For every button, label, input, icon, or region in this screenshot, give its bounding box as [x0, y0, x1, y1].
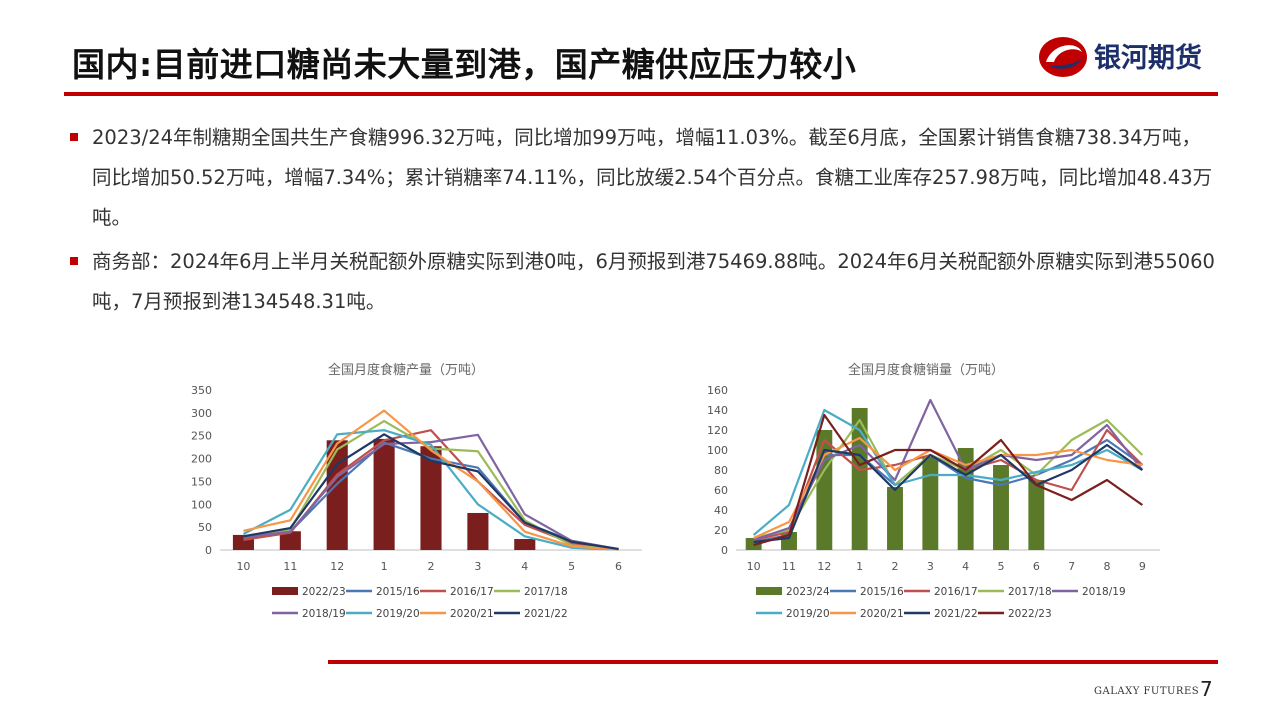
y-tick-label: 350 [191, 384, 212, 397]
x-tick-label: 12 [817, 560, 831, 573]
bar-2023/24-1 [851, 408, 868, 550]
legend-label: 2021/22 [934, 608, 978, 620]
x-tick-label: 3 [927, 560, 934, 573]
x-tick-label: 2 [892, 560, 899, 573]
x-tick-label: 5 [568, 560, 575, 573]
bar-2022/23-12 [326, 440, 348, 550]
production-chart-title: 全国月度食糖产量（万吨） [328, 363, 485, 378]
y-tick-label: 300 [191, 407, 212, 420]
x-tick-label: 4 [521, 560, 528, 573]
logo-text: 银河期货 [1094, 43, 1202, 74]
bullet-item: 商务部：2024年6月上半月关税配额外原糖实际到港0吨，6月预报到港75469.… [70, 242, 1220, 322]
y-tick-label: 80 [714, 464, 728, 477]
y-tick-label: 140 [707, 404, 728, 417]
bar-2022/23-4 [514, 539, 536, 550]
sales-chart-title: 全国月度食糖销量（万吨） [848, 363, 1005, 378]
legend-label: 2017/18 [1008, 586, 1052, 598]
line-2018/19 [753, 398, 1144, 542]
legend-label: 2023/24 [786, 586, 830, 598]
y-tick-label: 250 [191, 430, 212, 443]
line-2021/22 [243, 433, 619, 551]
line-2018/19 [243, 433, 619, 551]
x-tick-label: 4 [962, 560, 969, 573]
legend-label: 2015/16 [376, 586, 420, 598]
line-2019/20 [242, 429, 619, 551]
legend-label: 2022/23 [302, 586, 346, 598]
x-tick-label: 6 [615, 560, 622, 573]
footer-company-name: GALAXY FUTURES [1094, 686, 1200, 697]
legend-label: 2015/16 [860, 586, 904, 598]
x-tick-label: 11 [283, 560, 297, 573]
legend-swatch [756, 587, 782, 595]
x-tick-label: 12 [330, 560, 344, 573]
legend-label: 2021/22 [524, 608, 568, 620]
legend-label: 2018/19 [1082, 586, 1126, 598]
legend-label: 2016/17 [934, 586, 978, 598]
line-2020/21 [753, 436, 1143, 540]
x-tick-label: 6 [1033, 560, 1040, 573]
bullet-square-icon [70, 257, 78, 265]
y-tick-label: 100 [191, 498, 212, 511]
bullet-list: 2023/24年制糖期全国共生产食糖996.32万吨，同比增加99万吨，增幅11… [70, 118, 1220, 326]
x-tick-label: 5 [998, 560, 1005, 573]
y-tick-label: 20 [714, 524, 728, 537]
line-2021/22 [753, 443, 1143, 544]
x-tick-label: 3 [474, 560, 481, 573]
legend-label: 2022/23 [1008, 608, 1052, 620]
bar-2023/24-12 [816, 430, 833, 550]
x-tick-label: 8 [1104, 560, 1111, 573]
x-tick-label: 7 [1068, 560, 1075, 573]
legend-label: 2019/20 [786, 608, 830, 620]
bar-2022/23-11 [279, 531, 301, 550]
legend-label: 2017/18 [524, 586, 568, 598]
y-tick-label: 150 [191, 475, 212, 488]
slide-title: 国内:目前进口糖尚未大量到港，国产糖供应压力较小 [72, 45, 857, 84]
bar-2022/23-2 [420, 446, 442, 550]
y-tick-label: 120 [707, 424, 728, 437]
legend-label: 2018/19 [302, 608, 346, 620]
bar-2022/23-1 [373, 438, 395, 550]
bar-2023/24-5 [993, 465, 1009, 550]
y-tick-label: 0 [721, 544, 728, 557]
y-tick-label: 60 [714, 484, 728, 497]
x-tick-label: 1 [381, 560, 388, 573]
bullet-square-icon [70, 133, 78, 141]
line-2022/23 [753, 413, 1143, 547]
bar-2023/24-3 [922, 457, 939, 550]
line-2020/21 [243, 409, 619, 551]
line-2017/18 [753, 418, 1144, 540]
y-tick-label: 0 [205, 544, 212, 557]
legend-label: 2019/20 [376, 608, 420, 620]
galaxy-futures-logo: 银河期货 [1036, 32, 1226, 82]
x-tick-label: 2 [428, 560, 435, 573]
title-divider [64, 92, 1218, 96]
line-2019/20 [752, 408, 1143, 536]
x-tick-label: 10 [236, 560, 250, 573]
footer-divider [328, 660, 1218, 664]
y-tick-label: 50 [198, 521, 212, 534]
bullet-text: 2023/24年制糖期全国共生产食糖996.32万吨，同比增加99万吨，增幅11… [92, 126, 1213, 229]
y-tick-label: 40 [714, 504, 728, 517]
bar-2023/24-2 [887, 487, 903, 550]
logo-emblem-icon [1039, 37, 1087, 77]
y-tick-label: 100 [707, 444, 728, 457]
x-tick-label: 9 [1139, 560, 1146, 573]
y-tick-label: 200 [191, 453, 212, 466]
x-tick-label: 11 [782, 560, 796, 573]
page-number: 7 [1200, 677, 1213, 701]
bullet-text: 商务部：2024年6月上半月关税配额外原糖实际到港0吨，6月预报到港75469.… [92, 250, 1215, 313]
y-tick-label: 160 [707, 384, 728, 397]
bullet-item: 2023/24年制糖期全国共生产食糖996.32万吨，同比增加99万吨，增幅11… [70, 118, 1220, 238]
line-2017/18 [243, 419, 619, 551]
legend-swatch [272, 587, 298, 595]
bar-2023/24-6 [1028, 480, 1045, 550]
bar-2022/23-3 [467, 512, 489, 550]
x-tick-label: 10 [747, 560, 761, 573]
legend-label: 2016/17 [450, 586, 494, 598]
legend-label: 2020/21 [860, 608, 904, 620]
legend-label: 2020/21 [450, 608, 494, 620]
x-tick-label: 1 [856, 560, 863, 573]
